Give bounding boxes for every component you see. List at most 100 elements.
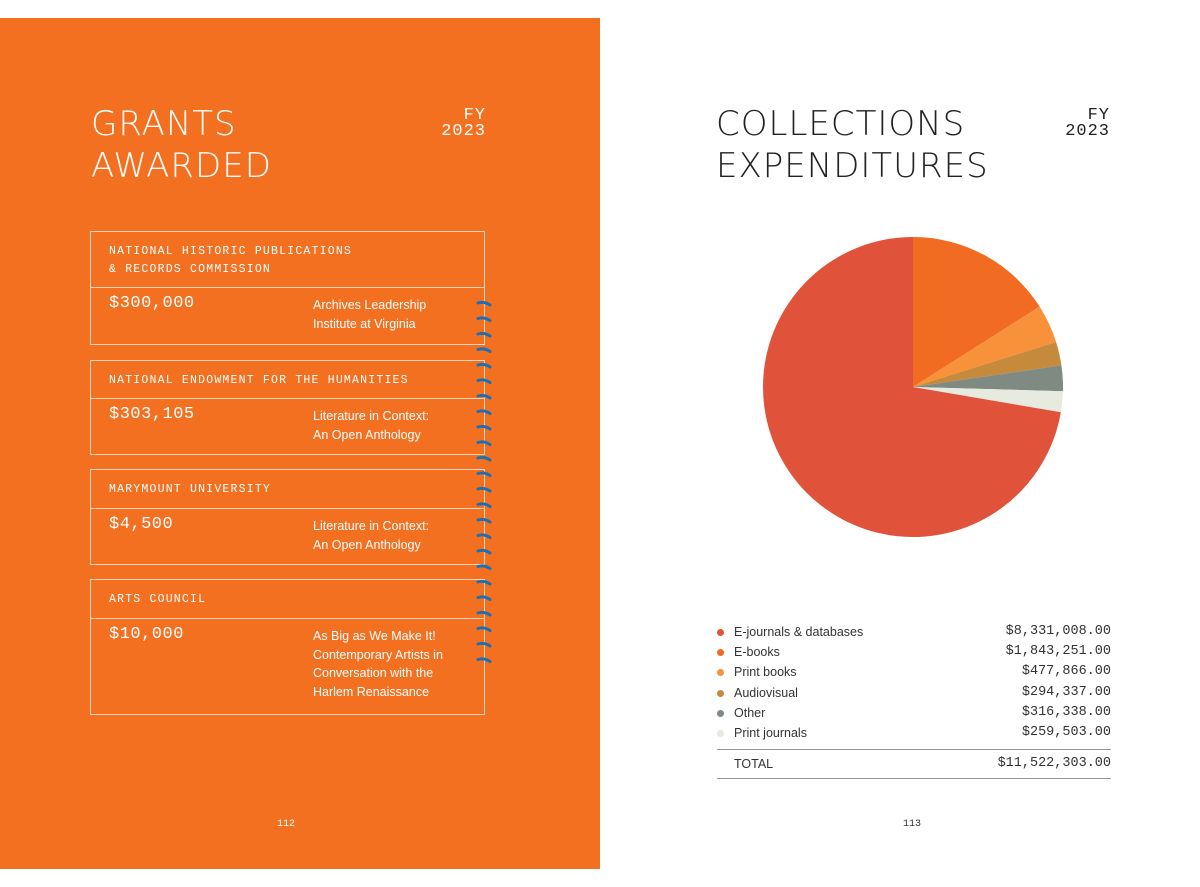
project-line: Literature in Context: [313, 409, 430, 423]
legend-value: $316,338.00 [1021, 704, 1111, 720]
title-line: GRANTS [91, 104, 237, 144]
legend-swatch [717, 669, 724, 677]
pie-slice-print-books [913, 306, 1057, 387]
grant-card: ARTS COUNCIL $10,000 As Big as We Make It… [90, 579, 485, 715]
grant-amount: $300,000 [109, 294, 195, 313]
legend-item: E-books $1,843,251.00 [717, 642, 1111, 662]
pie-slice-other [913, 365, 1063, 392]
legend-value: $294,337.00 [1021, 684, 1111, 700]
fy-label: FY [1087, 106, 1110, 125]
binding-tick [476, 486, 492, 493]
legend-item: Audiovisual $294,337.00 [717, 683, 1111, 703]
binding-tick [476, 455, 492, 462]
fiscal-year: FY 2023 [1054, 106, 1110, 141]
project-line: Institute at Virginia [313, 316, 416, 331]
legend-swatch [717, 709, 724, 717]
fy-year: 2023 [441, 122, 486, 141]
grant-amount: $4,500 [109, 515, 174, 534]
project-title: Literature in Context: An Open Anthology [313, 407, 429, 444]
binding-tick [476, 502, 492, 508]
total-row: TOTAL $11,522,303.00 [717, 749, 1111, 780]
binding-tick [476, 641, 492, 648]
binding-tick [476, 300, 492, 307]
binding-tick [476, 657, 492, 663]
project-line: Archives Leadership [313, 298, 427, 312]
legend: E-journals & databases $8,331,008.00 E-boo… [717, 622, 1111, 780]
legend-swatch [717, 629, 724, 636]
project-line: As Big as We Make It! [313, 629, 436, 643]
legend-swatch [717, 649, 724, 657]
title-line: COLLECTIONS [716, 104, 966, 144]
pie-chart [763, 237, 1063, 538]
grant-card: NATIONAL HISTORIC PUBLICATIONS & RECORDS … [90, 231, 485, 345]
binding-tick [476, 316, 492, 322]
project-line: Literature in Context: [313, 519, 430, 533]
funder-name: NATIONAL ENDOWMENT FOR THE HUMANITIES [109, 374, 409, 387]
title-line: EXPENDITURES [716, 146, 989, 186]
legend-item: Other $316,338.00 [717, 703, 1111, 723]
legend-label: Other [734, 705, 766, 720]
binding-tick [476, 409, 492, 415]
pie-slice-print-journals [913, 387, 1063, 413]
binding-tick [476, 626, 492, 632]
binding-tick [476, 362, 492, 369]
legend-item: Print books $477,866.00 [717, 662, 1111, 682]
grant-card: MARYMOUNT UNIVERSITY $4,500 Literature in… [90, 469, 485, 565]
legend-swatch [717, 689, 724, 697]
binding-tick [476, 440, 492, 446]
binding-tick [476, 424, 492, 431]
legend-item: E-journals & databases $8,331,008.00 [717, 622, 1111, 642]
legend-label: Print books [734, 665, 797, 680]
binding-tick [476, 471, 492, 477]
project-title: Literature in Context: An Open Anthology [313, 517, 429, 554]
funder-name: MARYMOUNT UNIVERSITY [109, 483, 272, 496]
legend-value: $1,843,251.00 [1005, 644, 1111, 660]
project-line: Contemporary Artists in [313, 647, 443, 662]
legend-label: Print journals [734, 725, 807, 740]
legend-value: $8,331,008.00 [1005, 624, 1111, 639]
legend-value: $477,866.00 [1021, 664, 1111, 680]
legend-swatch [717, 729, 724, 737]
binding-tick [476, 548, 492, 555]
total-label: TOTAL [734, 757, 774, 772]
page-number: 112 [277, 819, 296, 830]
project-title: Archives Leadership Institute at Virginia [313, 296, 426, 333]
binding-ticks [476, 300, 492, 663]
fiscal-year: FY 2023 [430, 106, 486, 141]
binding-tick [476, 579, 492, 586]
binding-tick [476, 595, 492, 601]
binding-tick [476, 533, 492, 539]
collections-title: COLLECTIONS EXPENDITURES [716, 103, 989, 187]
binding-tick [476, 517, 492, 524]
grant-amount: $10,000 [109, 625, 184, 644]
pie-slice-e-journals-databases [763, 237, 1061, 538]
grant-amount: $303,105 [109, 405, 195, 424]
funder-name: NATIONAL HISTORIC PUBLICATIONS [109, 245, 353, 258]
binding-tick [476, 331, 492, 338]
pie-slice-e-books [913, 237, 1040, 387]
project-line: Conversation with the [313, 666, 434, 680]
legend-item: Print journals $259,503.00 [717, 723, 1111, 743]
project-title: As Big as We Make It! Contemporary Artist… [313, 627, 443, 701]
binding-tick [476, 564, 492, 570]
page-number: 113 [903, 819, 922, 830]
legend-label: E-books [734, 645, 780, 660]
binding-tick [476, 347, 492, 353]
binding-tick [476, 610, 492, 617]
grant-card: NATIONAL ENDOWMENT FOR THE HUMANITIES $3… [90, 360, 485, 455]
total-value: $11,522,303.00 [997, 756, 1111, 772]
fy-label: FY [463, 106, 486, 125]
project-line: Harlem Renaissance [313, 684, 430, 699]
funder-name: & RECORDS COMMISSION [109, 263, 272, 276]
project-line: An Open Anthology [313, 427, 421, 442]
binding-tick [476, 393, 492, 400]
grants-title: GRANTS AWARDED [91, 103, 272, 187]
funder-name: ARTS COUNCIL [109, 593, 207, 606]
left-page [0, 18, 600, 869]
binding-tick [476, 378, 492, 384]
pie-slice-audiovisual [913, 341, 1062, 387]
legend-label: Audiovisual [734, 685, 798, 700]
title-line: AWARDED [91, 146, 272, 186]
legend-label: E-journals & databases [734, 625, 864, 639]
fy-year: 2023 [1065, 122, 1110, 141]
